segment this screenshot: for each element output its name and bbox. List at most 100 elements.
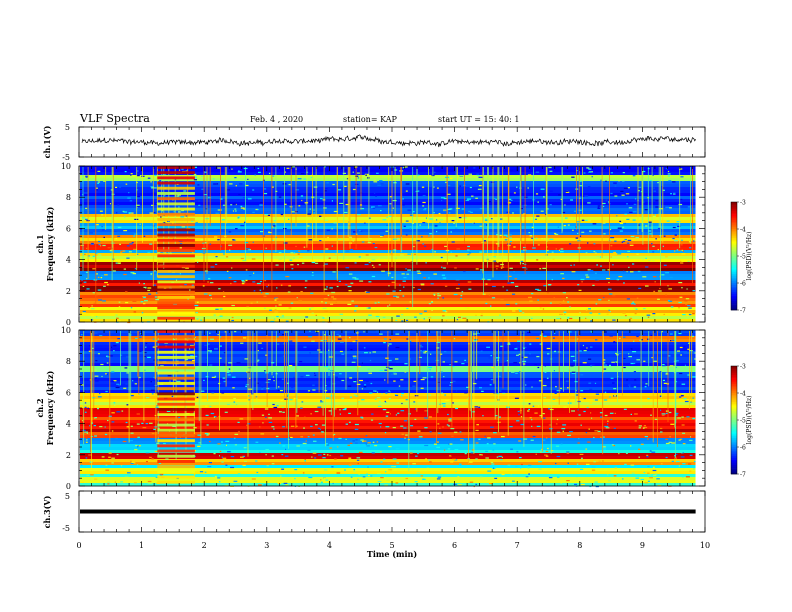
spectrogram-cell (519, 362, 521, 364)
spectrogram-cell (633, 386, 637, 388)
spectrogram-cell (92, 268, 96, 270)
spectrogram-cell (95, 294, 98, 297)
spectrogram-cell (579, 185, 582, 187)
spectrogram-cell (490, 218, 493, 220)
spectrogram-cell (95, 187, 98, 189)
spectrogram-cell (603, 205, 605, 207)
spectrogram-burst-cell (157, 280, 195, 284)
spectrogram-cell (237, 421, 240, 423)
spectrogram-cell (179, 273, 181, 275)
spectrogram-cell (121, 465, 123, 467)
spectrogram-cell (646, 314, 651, 316)
spectrogram-cell (255, 208, 258, 211)
spectrogram-cell (612, 445, 616, 447)
spectrogram-burst-cell (157, 345, 195, 349)
spectrogram-cell (97, 276, 100, 278)
spectrogram-cell (325, 479, 329, 481)
spectrogram-cell (147, 356, 151, 358)
spectrogram-cell (607, 420, 609, 422)
spectrogram-cell (585, 219, 589, 221)
spectrogram-cell (479, 454, 482, 456)
spectrogram-cell (531, 419, 533, 421)
spectrogram-cell (588, 308, 591, 310)
spectrogram-cell (185, 358, 188, 361)
spectrogram-cell (475, 483, 478, 485)
spectrogram-cell (428, 416, 432, 418)
spectrogram-cell (507, 282, 511, 284)
spectrogram-cell (219, 336, 222, 338)
spectrogram-cell (84, 402, 87, 404)
spectrogram-cell (602, 460, 604, 462)
spectrogram-cell (361, 399, 365, 401)
spectrogram-cell (86, 247, 88, 249)
spectrogram-row (80, 313, 696, 317)
spectrogram-cell (359, 379, 363, 382)
spectrogram-cell (510, 474, 512, 476)
spectrogram-cell (371, 452, 375, 454)
spectrogram-cell (392, 200, 397, 202)
spectrogram-cell (321, 301, 323, 303)
spectrogram-cell (138, 445, 141, 447)
spectrogram-cell (527, 187, 529, 189)
spectrogram-cell (316, 191, 318, 193)
spectrogram-cell (389, 196, 392, 198)
spectrogram-cell (590, 365, 592, 367)
spectrogram-cell (386, 224, 389, 226)
spectrogram-cell (662, 365, 666, 367)
y-tick-label: 10 (61, 326, 71, 335)
colorbar-swatch (731, 396, 737, 399)
spectrogram-cell (246, 371, 248, 373)
colorbar-swatch (731, 470, 737, 473)
spectrogram-cell (478, 185, 482, 187)
spectrogram-cell (303, 346, 307, 348)
spectrogram-cell (185, 215, 188, 217)
colorbar-swatch (731, 284, 737, 287)
spectrogram-cell (506, 236, 510, 238)
spectrogram-cell (431, 300, 433, 303)
spectrogram-cell (214, 375, 217, 377)
spectrogram-cell (498, 455, 502, 457)
spectrogram-cell (638, 186, 642, 188)
spectrogram-cell (282, 445, 286, 447)
spectrogram-cell (686, 288, 688, 290)
spectrogram-cell (428, 317, 432, 319)
colorbar-swatch (731, 295, 737, 298)
spectrogram-cell (374, 398, 377, 400)
colorbar-swatch (731, 430, 737, 433)
spectrogram-cell (410, 340, 412, 342)
spectrogram-cell (92, 292, 95, 294)
spectrogram-burst-cell (157, 371, 195, 375)
spectrogram-cell (345, 423, 348, 425)
spectrogram-cell (484, 218, 487, 220)
spectrogram-cell (240, 456, 244, 458)
spectrogram-cell (538, 461, 542, 463)
spectrogram-cell (109, 203, 111, 205)
spectrogram-cell (231, 267, 233, 269)
spectrogram-cell (636, 359, 640, 361)
spectrogram-cell (677, 350, 680, 352)
spectrogram-cell (628, 353, 630, 355)
spectrogram-cell (140, 332, 142, 335)
spectrogram-cell (226, 371, 230, 373)
spectrogram-cell (610, 245, 613, 247)
spectrogram-cell (201, 175, 203, 177)
spectrogram-cell (338, 335, 341, 337)
spectrogram-cell (210, 266, 215, 268)
spectrogram-cell (109, 250, 112, 252)
spectrogram-cell (657, 290, 662, 292)
colorbar-swatch (731, 216, 737, 219)
ch1-waveform-panel: 5 -5 ch.1(V) (42, 123, 706, 162)
spectrogram-cell (675, 414, 678, 416)
spectrogram-cell (379, 180, 383, 182)
spectrogram-cell (531, 317, 533, 320)
colorbar-swatch (731, 223, 737, 226)
spectrogram-cell (330, 303, 334, 305)
spectrogram-cell (267, 214, 271, 216)
spectrogram-cell (456, 319, 459, 321)
spectrogram-cell (111, 457, 115, 459)
spectrogram-cell (117, 262, 121, 264)
spectrogram-cell (476, 424, 479, 426)
spectrogram-cell (141, 422, 144, 424)
spectrogram-cell (101, 375, 103, 378)
spectrogram-row (80, 319, 696, 323)
